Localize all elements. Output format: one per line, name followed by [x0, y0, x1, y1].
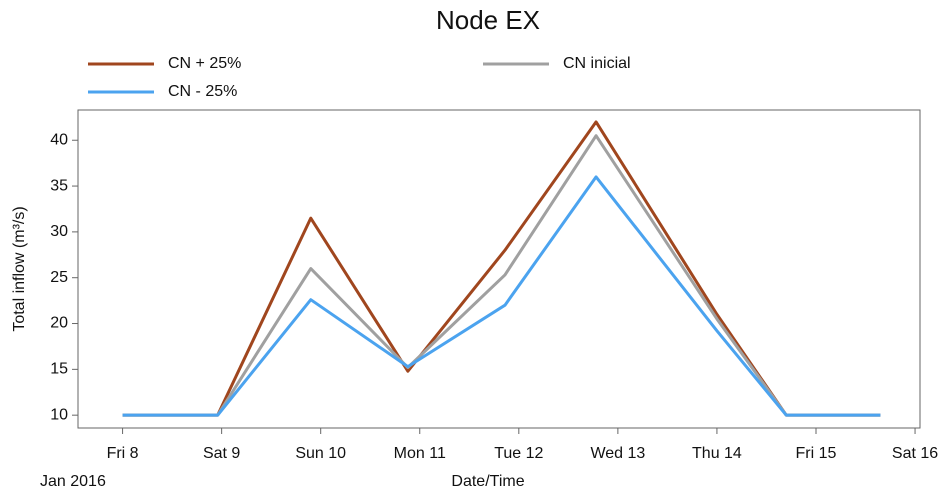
y-tick-label: 25 — [50, 269, 68, 286]
x-tick-label: Sat 16 — [892, 445, 938, 462]
legend-label: CN - 25% — [168, 83, 237, 100]
x-axis-label: Date/Time — [451, 473, 524, 490]
y-tick-label: 40 — [50, 131, 68, 148]
x-tick-label: Tue 12 — [494, 445, 543, 462]
x-tick-label: Thu 14 — [692, 445, 742, 462]
series-line — [122, 120, 881, 417]
y-tick-label: 35 — [50, 177, 68, 194]
y-tick-label: 30 — [50, 223, 68, 240]
y-tick-label: 20 — [50, 315, 68, 332]
legend-label: CN inicial — [563, 55, 631, 72]
plot-frame — [77, 109, 921, 429]
x-tick-label: Sat 9 — [203, 445, 240, 462]
x-tick-label: Sun 10 — [295, 445, 346, 462]
chart-title: Node EX — [436, 5, 540, 35]
x-tick-label: Fri 8 — [107, 445, 139, 462]
x-annotation: Jan 2016 — [40, 473, 106, 490]
series-line — [122, 134, 881, 417]
y-tick-label: 15 — [50, 361, 68, 378]
legend-label: CN + 25% — [168, 55, 241, 72]
y-axis-label: Total inflow (m³/s) — [11, 206, 28, 331]
x-tick-label: Wed 13 — [590, 445, 645, 462]
series-line — [122, 175, 881, 417]
x-tick-label: Mon 11 — [394, 445, 446, 462]
x-tick-label: Fri 15 — [796, 445, 837, 462]
y-tick-label: 10 — [50, 406, 68, 423]
